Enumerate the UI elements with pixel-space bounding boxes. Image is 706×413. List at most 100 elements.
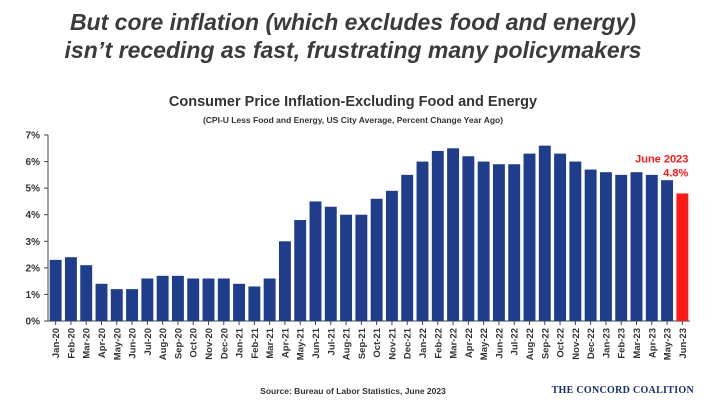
bar bbox=[661, 180, 674, 321]
y-tick-label: 2% bbox=[26, 263, 41, 274]
x-tick-label: Feb-23 bbox=[617, 328, 628, 359]
bar bbox=[95, 283, 108, 321]
bar bbox=[401, 174, 414, 321]
x-tick-label: Nov-22 bbox=[571, 328, 582, 360]
annotation-date: June 2023 bbox=[635, 153, 688, 165]
x-tick-label: Mar-22 bbox=[449, 328, 460, 359]
bar bbox=[263, 278, 276, 321]
bar bbox=[110, 289, 123, 321]
bar bbox=[324, 206, 337, 321]
bar bbox=[233, 283, 246, 321]
bar bbox=[294, 220, 307, 321]
bar bbox=[49, 259, 62, 321]
bar bbox=[171, 275, 184, 321]
bar bbox=[340, 214, 353, 321]
x-tick-label: Feb-21 bbox=[250, 327, 261, 358]
bar bbox=[278, 241, 291, 321]
y-tick-label: 7% bbox=[26, 131, 41, 142]
y-tick-label: 4% bbox=[26, 210, 41, 221]
x-tick-label: Jan-22 bbox=[418, 328, 429, 358]
x-tick-label: Jul-22 bbox=[510, 328, 521, 355]
x-tick-label: Feb-22 bbox=[433, 328, 444, 359]
x-tick-label: May-22 bbox=[479, 328, 490, 360]
bar bbox=[80, 265, 93, 321]
x-tick-label: Jun-23 bbox=[678, 328, 689, 359]
x-tick-label: May-21 bbox=[296, 327, 307, 360]
x-tick-label: Oct-22 bbox=[556, 328, 567, 358]
bar bbox=[248, 286, 261, 321]
bar bbox=[492, 164, 505, 321]
x-tick-label: Jun-21 bbox=[311, 327, 322, 358]
bar bbox=[141, 278, 154, 321]
chart-title: Consumer Price Inflation-Excluding Food … bbox=[168, 94, 538, 110]
bar bbox=[187, 278, 200, 321]
bar bbox=[126, 289, 139, 321]
x-tick-label: Aug-22 bbox=[525, 328, 536, 360]
bar bbox=[630, 172, 643, 321]
x-tick-label: Jun-22 bbox=[494, 328, 505, 359]
bar bbox=[462, 156, 475, 321]
bar bbox=[217, 278, 230, 321]
bar bbox=[615, 174, 628, 321]
bar bbox=[416, 161, 429, 321]
bar bbox=[309, 201, 322, 321]
bar bbox=[156, 275, 169, 321]
x-tick-label: Dec-22 bbox=[586, 328, 597, 359]
x-tick-label: Sep-21 bbox=[357, 327, 368, 359]
org-logo-text: THE CONCORD COALITION bbox=[551, 385, 694, 396]
x-tick-label: Aug-21 bbox=[342, 327, 353, 360]
annotation-value: 4.8% bbox=[663, 167, 688, 179]
x-tick-label: Jul-21 bbox=[326, 327, 337, 355]
headline-line-2: isn’t receding as fast, frustrating many… bbox=[64, 37, 642, 63]
y-tick-label: 3% bbox=[26, 237, 41, 248]
x-tick-label: Sep-20 bbox=[173, 328, 184, 359]
bar bbox=[554, 153, 567, 321]
chart-subtitle: (CPI-U Less Food and Energy, US City Ave… bbox=[202, 115, 504, 125]
y-tick-label: 0% bbox=[26, 317, 41, 328]
x-tick-label: Jan-23 bbox=[601, 328, 612, 358]
source-note: Source: Bureau of Labor Statistics, June… bbox=[260, 386, 446, 396]
bar bbox=[202, 278, 215, 321]
x-tick-label: Mar-20 bbox=[82, 328, 93, 359]
y-tick-label: 5% bbox=[26, 184, 41, 195]
bar bbox=[599, 172, 612, 321]
x-tick-label: Dec-20 bbox=[219, 328, 230, 359]
bar bbox=[477, 161, 490, 321]
x-tick-label: May-20 bbox=[112, 328, 123, 360]
x-tick-label: May-23 bbox=[663, 328, 674, 360]
x-tick-label: Oct-20 bbox=[189, 328, 200, 358]
x-tick-label: Aug-20 bbox=[158, 328, 169, 360]
bar bbox=[385, 190, 398, 321]
bar bbox=[508, 164, 521, 321]
bar bbox=[447, 148, 460, 321]
x-tick-label: Nov-21 bbox=[387, 327, 398, 359]
headline-line-1: But core inflation (which excludes food … bbox=[69, 9, 637, 35]
x-tick-label: Sep-22 bbox=[540, 328, 551, 359]
x-tick-label: Nov-20 bbox=[204, 328, 215, 360]
bar bbox=[538, 145, 551, 321]
x-tick-label: Dec-21 bbox=[403, 327, 414, 359]
x-tick-label: Feb-20 bbox=[66, 328, 77, 359]
bar bbox=[645, 174, 658, 321]
x-tick-label: Mar-23 bbox=[632, 328, 643, 359]
y-tick-label: 1% bbox=[26, 290, 41, 301]
x-tick-label: Jul-20 bbox=[143, 328, 154, 355]
x-tick-label: Apr-23 bbox=[647, 328, 658, 358]
bar bbox=[431, 150, 444, 321]
x-tick-label: Jun-20 bbox=[128, 328, 139, 359]
x-tick-label: Jan-20 bbox=[51, 328, 62, 358]
x-tick-label: Oct-21 bbox=[372, 327, 383, 357]
x-tick-label: Jan-21 bbox=[235, 327, 246, 358]
bar bbox=[676, 193, 689, 321]
x-tick-label: Apr-22 bbox=[464, 328, 475, 358]
bar bbox=[64, 257, 77, 321]
bar bbox=[569, 161, 582, 321]
x-tick-label: Mar-21 bbox=[265, 327, 276, 358]
x-tick-label: Apr-21 bbox=[280, 327, 291, 358]
x-tick-label: Apr-20 bbox=[97, 328, 108, 358]
bar bbox=[355, 214, 368, 321]
y-tick-label: 6% bbox=[26, 157, 41, 168]
bar bbox=[584, 169, 597, 321]
bar bbox=[370, 198, 383, 321]
